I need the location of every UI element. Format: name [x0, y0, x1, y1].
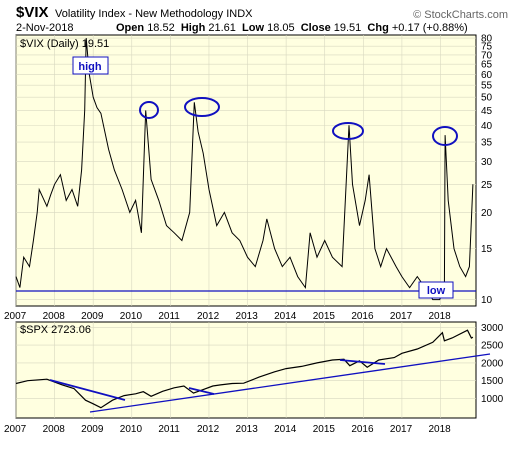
- vix-x-tick-label: 2014: [274, 311, 297, 322]
- close-label: Close: [300, 22, 331, 34]
- vix-y-tick-label: 80: [481, 34, 493, 45]
- vix-x-tick-label: 2017: [390, 311, 413, 322]
- spx-y-tick-label: 1000: [481, 394, 504, 405]
- spx-legend: $SPX 2723.06: [20, 324, 91, 336]
- vix-y-tick-label: 35: [481, 138, 493, 149]
- ohlc-readout: Open 18.52 High 21.61 Low 18.05 Close 19…: [116, 22, 468, 34]
- vix-series-line: [15, 38, 474, 301]
- high-annotation-box: [72, 56, 109, 75]
- high-value: 21.61: [208, 22, 236, 34]
- spx-y-tick-label: 1500: [481, 376, 504, 387]
- vix-legend: $VIX (Daily) 19.51: [20, 38, 109, 50]
- chart-symbol: $VIX: [16, 4, 49, 21]
- spx-x-tick-label: 2016: [351, 424, 374, 435]
- spx-series-line: [15, 329, 474, 409]
- vix-x-tick-label: 2009: [81, 311, 104, 322]
- vix-y-tick-label: 15: [481, 244, 493, 255]
- vix-panel: [15, 34, 477, 307]
- brand-label: © StockCharts.com: [413, 9, 508, 21]
- vix-y-tick-label: 75: [481, 42, 493, 53]
- vix-y-tick-label: 65: [481, 60, 493, 71]
- spx-x-tick-label: 2011: [158, 424, 180, 435]
- spx-x-tick-label: 2014: [274, 424, 297, 435]
- spx-x-tick-label: 2012: [197, 424, 220, 435]
- vix-y-tick-label: 40: [481, 121, 493, 132]
- vix-x-tick-label: 2012: [197, 311, 220, 322]
- vix-y-tick-label: 60: [481, 70, 493, 81]
- vix-y-tick-label: 25: [481, 180, 493, 191]
- vix-y-tick-label: 55: [481, 81, 493, 92]
- vix-x-tick-label: 2007: [4, 311, 27, 322]
- low-label: Low: [242, 22, 265, 34]
- spx-long-trendline: [89, 353, 491, 413]
- vix-x-tick-label: 2015: [313, 311, 336, 322]
- vix-peak-circle-2011: [184, 97, 220, 117]
- vix-x-tick-label: 2013: [236, 311, 259, 322]
- vix-x-tick-label: 2011: [158, 311, 180, 322]
- high-annotation: high: [78, 61, 101, 73]
- spx-x-tick-label: 2009: [81, 424, 104, 435]
- low-annotation-box: [418, 281, 454, 299]
- chart-name: Volatility Index - New Methodology INDX: [55, 8, 253, 20]
- spx-x-axis: 2007 2008 2009 2010 2011 2012 2013 2014 2015 2016…: [4, 424, 451, 435]
- low-annotation: low: [427, 285, 446, 297]
- spx-x-tick-label: 2010: [120, 424, 143, 435]
- spx-x-tick-label: 2008: [43, 424, 66, 435]
- vix-y-tick-label: 10: [481, 295, 493, 306]
- low-value: 18.05: [267, 22, 295, 34]
- vix-x-tick-label: 2010: [120, 311, 143, 322]
- vix-x-axis: 2007 2008 2009 2010 2011 2012 2013 2014 2015 2016…: [4, 311, 451, 322]
- chg-value: +0.17 (+0.88%): [391, 22, 468, 34]
- vix-y-tick-label: 30: [481, 157, 493, 168]
- vix-y-tick-label: 50: [481, 93, 493, 104]
- spx-trendline-2007: [49, 379, 126, 401]
- spx-y-axis: 1000 1500 2000 2500 3000: [481, 323, 504, 405]
- vix-peak-circle-2010: [139, 101, 159, 119]
- vix-peak-circle-2018: [432, 126, 458, 146]
- vix-y-tick-label: 45: [481, 106, 493, 117]
- vix-x-tick-label: 2008: [43, 311, 66, 322]
- vix-x-tick-label: 2016: [351, 311, 374, 322]
- spx-y-tick-label: 3000: [481, 323, 504, 334]
- close-value: 19.51: [333, 22, 362, 34]
- spx-y-tick-label: 2500: [481, 341, 504, 352]
- spx-trendline-2015: [339, 359, 386, 365]
- chart-date: 2-Nov-2018: [16, 22, 74, 34]
- vix-y-tick-label: 20: [481, 208, 493, 219]
- spx-trendline-2011: [188, 387, 215, 395]
- chg-label: Chg: [367, 22, 389, 34]
- open-value: 18.52: [147, 22, 175, 34]
- vix-peak-circle-2015: [332, 122, 364, 140]
- spx-x-tick-label: 2017: [390, 424, 413, 435]
- high-label: High: [180, 22, 206, 34]
- spx-panel: [15, 321, 477, 419]
- spx-x-tick-label: 2007: [4, 424, 27, 435]
- open-label: Open: [116, 22, 145, 34]
- spx-x-tick-label: 2018: [428, 424, 451, 435]
- spx-x-tick-label: 2013: [236, 424, 259, 435]
- vix-x-tick-label: 2018: [428, 311, 451, 322]
- vix-y-tick-label: 70: [481, 50, 493, 61]
- spx-y-tick-label: 2000: [481, 358, 504, 369]
- spx-x-tick-label: 2015: [313, 424, 336, 435]
- spx-grid: [15, 322, 476, 418]
